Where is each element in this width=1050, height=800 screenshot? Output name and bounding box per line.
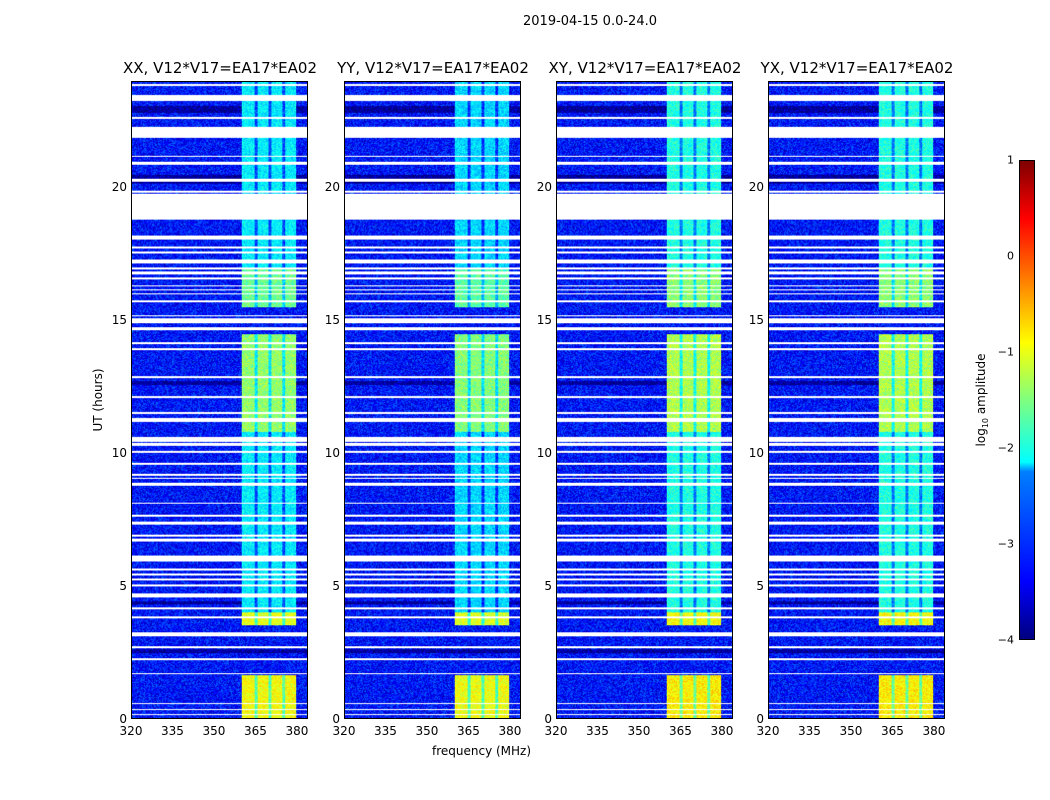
y-tick-label: 10 [111,446,127,461]
y-tick-label: 20 [324,180,340,195]
x-tick-label: 365 [244,724,267,738]
y-tick-label: 5 [332,579,340,594]
x-tick-label: 380 [710,724,734,738]
y-tick-label: 10 [748,446,764,461]
heatmap-panel-3 [556,81,733,719]
x-tick-label: 335 [798,724,821,738]
y-tick-label: 15 [748,313,764,328]
y-tick-label: 0 [332,712,340,726]
y-tick-label: 15 [324,313,340,328]
colorbar-tick-label: −1 [997,345,1014,359]
heatmap-panel-1 [131,81,308,719]
heatmap-panel-2 [344,81,521,719]
y-tick-label: 10 [324,446,340,461]
colorbar-tick-label: −2 [997,441,1014,455]
y-tick-label: 0 [756,712,764,726]
panel-title: XX, V12*V17=EA17*EA02 [122,59,317,77]
x-tick-label: 365 [669,724,692,738]
colorbar-tick-label: 1 [1007,153,1014,167]
panel-title: YY, V12*V17=EA17*EA02 [337,59,529,77]
x-tick-label: 350 [202,724,226,738]
y-tick-label: 5 [119,579,127,594]
heatmap-image [769,82,944,718]
panel-title: YX, V12*V17=EA17*EA02 [760,59,954,77]
x-tick-label: 320 [544,724,568,738]
colorbar-label: log10 amplitude [973,353,991,447]
heatmap-image [557,82,732,718]
y-tick-label: 20 [536,180,552,195]
heatmap-panel-4 [768,81,945,719]
y-axis-label: UT (hours) [91,368,105,432]
y-tick-label: 15 [536,313,552,328]
colorbar-tick-label: −4 [997,633,1014,647]
y-tick-label: 5 [756,579,764,594]
y-tick-label: 20 [748,180,764,195]
y-tick-label: 5 [544,579,552,594]
heatmap-image [132,82,307,718]
figure-title: 2019-04-15 0.0-24.0 [523,14,657,29]
x-tick-label: 320 [756,724,780,738]
x-tick-label: 350 [839,724,863,738]
x-tick-label: 320 [332,724,356,738]
x-tick-label: 380 [285,724,309,738]
x-tick-label: 380 [498,724,522,738]
x-tick-label: 380 [922,724,946,738]
x-tick-label: 350 [415,724,439,738]
x-tick-label: 365 [881,724,904,738]
x-axis-label: frequency (MHz) [432,744,532,758]
colorbar [1019,160,1035,640]
colorbar-tick-label: 0 [1007,249,1014,263]
heatmap-image [345,82,520,718]
x-tick-label: 365 [457,724,480,738]
x-tick-label: 320 [119,724,143,738]
y-tick-label: 10 [536,446,552,461]
x-tick-label: 335 [586,724,609,738]
y-tick-label: 20 [111,180,127,195]
colorbar-tick-label: −3 [997,537,1014,551]
x-tick-label: 350 [627,724,651,738]
y-tick-label: 0 [119,712,127,726]
x-tick-label: 335 [161,724,184,738]
y-tick-label: 0 [544,712,552,726]
y-tick-label: 15 [111,313,127,328]
panel-title: XY, V12*V17=EA17*EA02 [548,59,742,77]
x-tick-label: 335 [374,724,397,738]
